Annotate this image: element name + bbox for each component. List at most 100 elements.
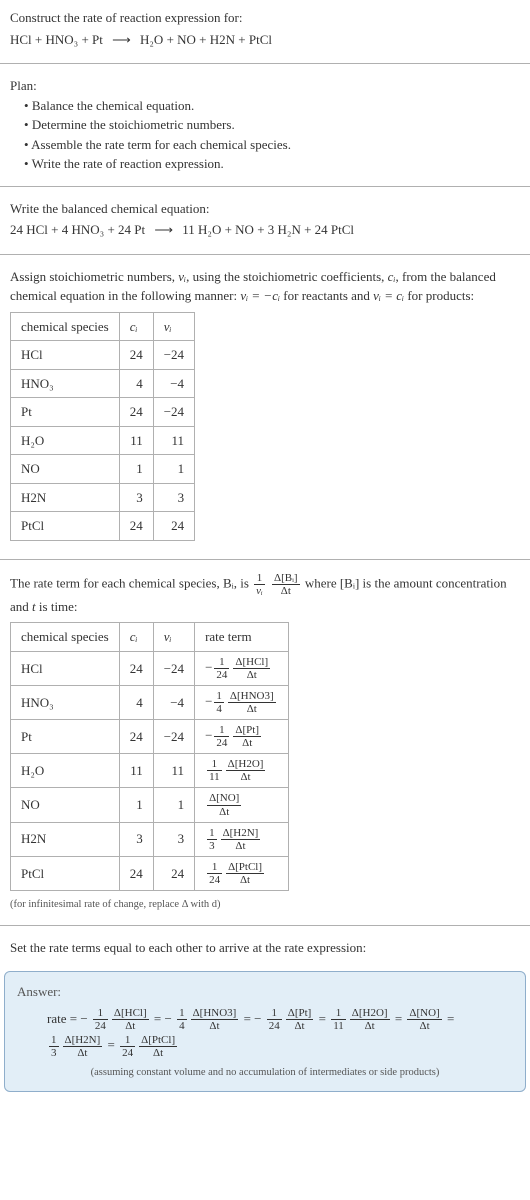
cell: −24 bbox=[153, 398, 194, 427]
plan-list: Balance the chemical equation. Determine… bbox=[10, 96, 520, 174]
plan-item: Write the rate of reaction expression. bbox=[24, 154, 520, 174]
rate-prefix: rate = bbox=[47, 1011, 80, 1026]
table-row: Pt24−24−124Δ[Pt]Δt bbox=[11, 720, 289, 754]
text: , using the stoichiometric coefficients, bbox=[186, 269, 388, 284]
frac-bot: νᵢ bbox=[254, 585, 265, 597]
equals-sign: = bbox=[240, 1011, 254, 1026]
cell: 24 bbox=[119, 720, 153, 754]
relation: νᵢ = cᵢ bbox=[373, 288, 404, 303]
cell: −4 bbox=[153, 369, 194, 398]
table-header-row: chemical species cᵢ νᵢ bbox=[11, 312, 195, 341]
plan-item: Assemble the rate term for each chemical… bbox=[24, 135, 520, 155]
text: The rate term for each chemical species,… bbox=[10, 575, 252, 590]
cell: NO bbox=[11, 788, 120, 822]
cell: 1 bbox=[153, 455, 194, 484]
cell: 1 bbox=[153, 788, 194, 822]
divider bbox=[0, 559, 530, 560]
equals-sign: = bbox=[315, 1011, 329, 1026]
table-row: PtCl2424124Δ[PtCl]Δt bbox=[11, 856, 289, 890]
cell: 3 bbox=[119, 822, 153, 856]
rate-term-cell: 111Δ[H2O]Δt bbox=[195, 754, 289, 788]
relation: νᵢ = −cᵢ bbox=[240, 288, 280, 303]
frac-top: 1 bbox=[254, 572, 265, 585]
divider bbox=[0, 925, 530, 926]
rate-section: The rate term for each chemical species,… bbox=[0, 564, 530, 921]
plan-item: Balance the chemical equation. bbox=[24, 96, 520, 116]
cell: Pt bbox=[11, 720, 120, 754]
rate-term: Δ[NO]Δt bbox=[405, 1011, 443, 1026]
answer-expression: rate = − 124Δ[HCl]Δt = − 14Δ[HNO3]Δt = −… bbox=[47, 1006, 513, 1059]
col-ci: cᵢ bbox=[119, 623, 153, 652]
plan-title: Plan: bbox=[10, 76, 520, 96]
rate-term-cell: −124Δ[HCl]Δt bbox=[195, 651, 289, 685]
cell: 4 bbox=[119, 685, 153, 719]
table-header-row: chemical species cᵢ νᵢ rate term bbox=[11, 623, 289, 652]
divider bbox=[0, 63, 530, 64]
stoich-table: chemical species cᵢ νᵢ HCl24−24 HNO₃4−4 … bbox=[10, 312, 195, 541]
rate-term: 124Δ[PtCl]Δt bbox=[118, 1037, 179, 1052]
fraction: Δ[Bᵢ]Δt bbox=[272, 572, 300, 597]
plan-section: Plan: Balance the chemical equation. Det… bbox=[0, 68, 530, 182]
rate-note: (for infinitesimal rate of change, repla… bbox=[10, 897, 520, 913]
balanced-section: Write the balanced chemical equation: 24… bbox=[0, 191, 530, 250]
problem-header: Construct the rate of reaction expressio… bbox=[0, 0, 530, 59]
balanced-equation: 24 HCl + 4 HNO₃ + 24 Pt ⟶ 11 H₂O + NO + … bbox=[10, 220, 520, 240]
equals-sign: = bbox=[151, 1011, 165, 1026]
table-row: HCl24−24−124Δ[HCl]Δt bbox=[11, 651, 289, 685]
cell: 4 bbox=[119, 369, 153, 398]
final-intro: Set the rate terms equal to each other t… bbox=[10, 938, 520, 958]
eq-lhs: HCl + HNO₃ + Pt bbox=[10, 32, 103, 47]
cell: 24 bbox=[153, 512, 194, 541]
text: for products: bbox=[404, 288, 474, 303]
cell: H2N bbox=[11, 822, 120, 856]
cell: 24 bbox=[119, 651, 153, 685]
arrow-icon: ⟶ bbox=[112, 32, 131, 47]
equals-sign: = bbox=[444, 1011, 455, 1026]
final-section: Set the rate terms equal to each other t… bbox=[0, 930, 530, 966]
table-row: HCl24−24 bbox=[11, 341, 195, 370]
cell: HNO₃ bbox=[11, 685, 120, 719]
cell: HCl bbox=[11, 651, 120, 685]
col-species: chemical species bbox=[11, 312, 120, 341]
c-i: cᵢ bbox=[388, 269, 396, 284]
frac-bot: Δt bbox=[272, 585, 300, 597]
plan-item: Determine the stoichiometric numbers. bbox=[24, 115, 520, 135]
cell: 11 bbox=[153, 754, 194, 788]
cell: 1 bbox=[119, 788, 153, 822]
cell: 24 bbox=[119, 512, 153, 541]
col-nui: νᵢ bbox=[153, 312, 194, 341]
text: for reactants and bbox=[280, 288, 373, 303]
rate-term-cell: −124Δ[Pt]Δt bbox=[195, 720, 289, 754]
cell: Pt bbox=[11, 398, 120, 427]
cell: −4 bbox=[153, 685, 194, 719]
cell: 3 bbox=[119, 483, 153, 512]
cell: −24 bbox=[153, 651, 194, 685]
balanced-title: Write the balanced chemical equation: bbox=[10, 199, 520, 219]
cell: −24 bbox=[153, 720, 194, 754]
stoich-intro: Assign stoichiometric numbers, νᵢ, using… bbox=[10, 267, 520, 306]
cell: H2N bbox=[11, 483, 120, 512]
cell: HNO₃ bbox=[11, 369, 120, 398]
table-row: H2N33 bbox=[11, 483, 195, 512]
rate-term-cell: 13Δ[H2N]Δt bbox=[195, 822, 289, 856]
fraction: 1νᵢ bbox=[254, 572, 265, 597]
cell: 24 bbox=[119, 341, 153, 370]
text: is time: bbox=[36, 599, 78, 614]
rate-term: − 124Δ[HCl]Δt bbox=[80, 1011, 150, 1026]
table-row: HNO₃4−4 bbox=[11, 369, 195, 398]
divider bbox=[0, 254, 530, 255]
rate-term-cell: Δ[NO]Δt bbox=[195, 788, 289, 822]
cell: PtCl bbox=[11, 512, 120, 541]
cell: 11 bbox=[119, 754, 153, 788]
cell: 24 bbox=[119, 398, 153, 427]
rate-term: 111Δ[H2O]Δt bbox=[329, 1011, 391, 1026]
stoich-section: Assign stoichiometric numbers, νᵢ, using… bbox=[0, 259, 530, 555]
table-row: NO11 bbox=[11, 455, 195, 484]
equals-sign: = bbox=[104, 1037, 118, 1052]
rate-term-cell: −14Δ[HNO3]Δt bbox=[195, 685, 289, 719]
rate-term: 13Δ[H2N]Δt bbox=[47, 1037, 104, 1052]
rate-term: − 124Δ[Pt]Δt bbox=[254, 1011, 315, 1026]
cell: 11 bbox=[153, 426, 194, 455]
cell: 3 bbox=[153, 822, 194, 856]
cell: H₂O bbox=[11, 754, 120, 788]
